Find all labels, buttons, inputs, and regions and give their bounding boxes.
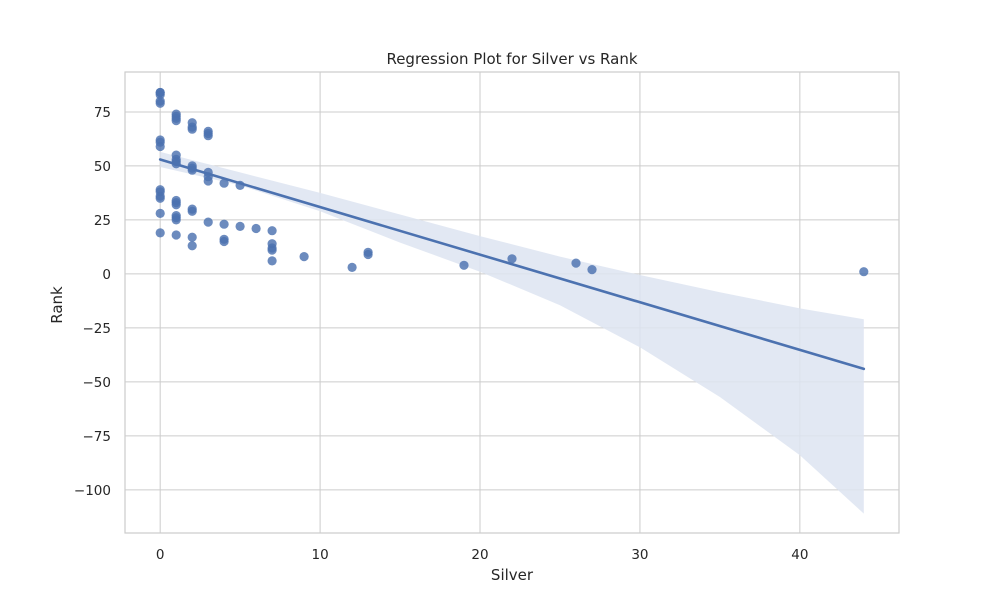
plot-frame — [124, 71, 900, 534]
y-tick-label: 0 — [102, 267, 111, 283]
data-point — [187, 232, 197, 242]
data-point — [171, 215, 181, 225]
data-point — [459, 260, 469, 270]
data-point — [171, 230, 181, 240]
data-point — [219, 219, 229, 229]
x-axis-label: Silver — [491, 566, 534, 584]
y-tick-label: −100 — [74, 483, 111, 499]
x-tick-label: 0 — [156, 547, 165, 563]
y-axis-label: Rank — [48, 286, 66, 324]
data-point — [155, 208, 165, 218]
y-tick-label: −25 — [83, 321, 112, 337]
data-point — [859, 267, 869, 277]
data-point — [171, 200, 181, 210]
data-point — [571, 258, 581, 268]
data-point — [187, 124, 197, 134]
regression-line-layer — [158, 158, 866, 371]
data-point — [363, 249, 373, 260]
data-point — [155, 193, 165, 203]
tick-labels: 0 10 20 30 40 75 50 25 0 −25 −50 −75 −100 — [74, 105, 809, 563]
data-point — [347, 262, 357, 272]
scatter-points — [155, 87, 869, 277]
data-point — [155, 228, 165, 238]
data-point — [299, 252, 309, 262]
data-point — [251, 223, 261, 234]
y-tick-label: −50 — [83, 375, 112, 391]
data-point — [155, 141, 165, 152]
grid — [125, 72, 899, 533]
data-point — [187, 241, 197, 251]
data-point — [235, 221, 245, 231]
data-point — [219, 236, 229, 247]
data-point — [203, 176, 213, 186]
confidence-band — [160, 151, 864, 514]
data-point — [171, 116, 181, 126]
data-point — [267, 256, 277, 266]
data-point — [203, 131, 213, 141]
x-tick-label: 20 — [471, 547, 488, 563]
chart-title: Regression Plot for Silver vs Rank — [386, 50, 637, 68]
regression-line — [158, 158, 866, 371]
data-point — [507, 254, 517, 264]
data-point — [587, 265, 597, 275]
plot-border — [124, 71, 900, 534]
data-point — [267, 245, 277, 255]
data-point — [155, 98, 165, 108]
data-point — [187, 206, 197, 216]
y-tick-label: 25 — [94, 213, 111, 229]
x-tick-label: 30 — [631, 547, 648, 563]
data-point — [203, 217, 213, 227]
y-tick-label: 75 — [94, 105, 111, 121]
data-point — [219, 178, 229, 188]
y-tick-label: 50 — [94, 159, 111, 175]
x-tick-label: 40 — [791, 547, 808, 563]
y-tick-label: −75 — [83, 429, 112, 445]
x-tick-label: 10 — [312, 547, 329, 563]
data-point — [155, 90, 165, 100]
confidence-band-layer — [160, 151, 864, 514]
data-point — [267, 226, 277, 236]
